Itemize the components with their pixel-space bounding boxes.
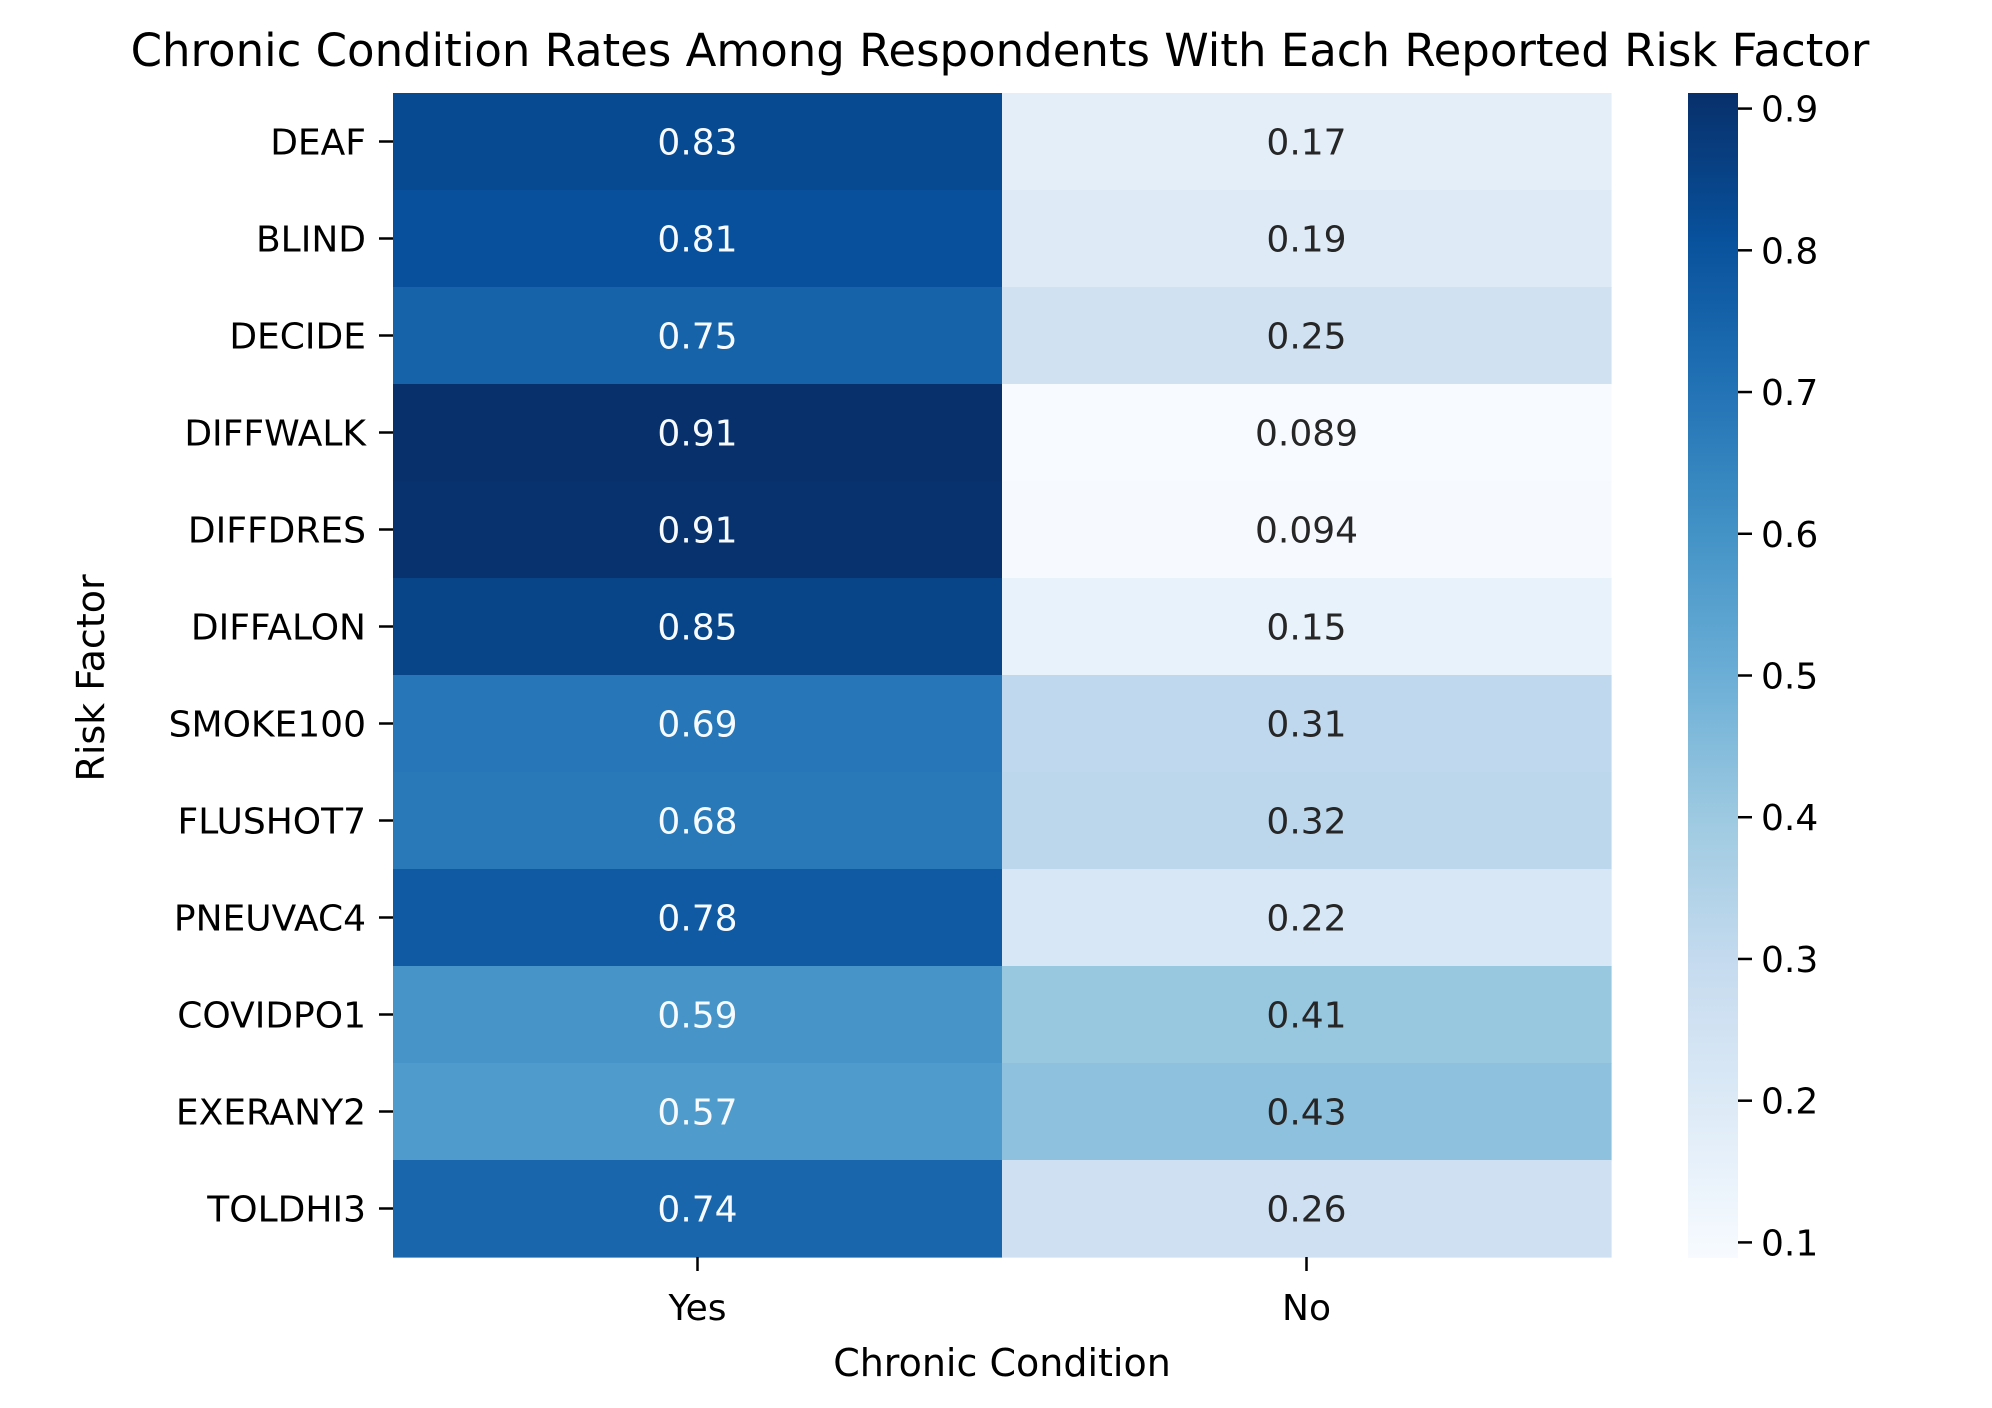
heatmap-cell: [1002, 966, 1612, 1064]
cell-value-label: 0.68: [657, 802, 737, 843]
x-axis-label: Chronic Condition: [833, 1341, 1171, 1385]
cell-value-label: 0.32: [1266, 802, 1346, 843]
y-tick-label: DEAF: [270, 123, 366, 164]
heatmap-cell: [1002, 287, 1612, 385]
colorbar-gradient: [1688, 93, 1738, 1258]
cell-value-label: 0.094: [1255, 511, 1358, 552]
colorbar-ticks: 0.1 0.2 0.3 0.4 0.5 0.6 0.7 0.8 0.9: [1738, 90, 1818, 1264]
cell-value-label: 0.83: [657, 123, 737, 164]
heatmap-cells: [393, 93, 1612, 1258]
heatmap-cell: [1002, 675, 1612, 773]
colorbar-tick-label: 0.9: [1761, 90, 1818, 131]
heatmap-cell: [393, 93, 1003, 191]
y-tick-label: DIFFALON: [191, 608, 366, 649]
y-tick-label: FLUSHOT7: [178, 802, 366, 843]
heatmap-cell: [393, 481, 1003, 579]
cell-value-label: 0.69: [657, 705, 737, 746]
cell-value-label: 0.31: [1266, 705, 1346, 746]
heatmap-cell: [393, 287, 1003, 385]
y-axis: DEAF BLIND DECIDE DIFFWALK DIFFDRES DIFFALON S…: [169, 123, 393, 1231]
cell-value-label: 0.22: [1266, 899, 1346, 940]
y-tick-label: COVIDPO1: [177, 996, 366, 1037]
cell-value-label: 0.43: [1266, 1093, 1346, 1134]
colorbar-tick-label: 0.6: [1761, 515, 1818, 556]
cell-value-label: 0.26: [1266, 1190, 1346, 1231]
heatmap-cell: [393, 869, 1003, 967]
x-tick-label: No: [1282, 1288, 1331, 1329]
cell-value-label: 0.78: [657, 899, 737, 940]
cell-value-label: 0.75: [657, 317, 737, 358]
chart-title: Chronic Condition Rates Among Respondent…: [131, 24, 1870, 77]
colorbar-tick-label: 0.2: [1761, 1082, 1818, 1123]
heatmap-cell: [1002, 869, 1612, 967]
y-tick-label: BLIND: [256, 220, 366, 261]
y-tick-label: SMOKE100: [169, 705, 366, 746]
heatmap-cell: [393, 384, 1003, 482]
heatmap-cell: [393, 966, 1003, 1064]
heatmap-cell: [393, 772, 1003, 870]
colorbar-tick-label: 0.7: [1761, 373, 1818, 414]
heatmap-cell: [1002, 578, 1612, 676]
cell-value-label: 0.19: [1266, 220, 1346, 261]
cell-value-label: 0.17: [1266, 123, 1346, 164]
heatmap-cell: [393, 1063, 1003, 1161]
cell-value-label: 0.59: [657, 996, 737, 1037]
heatmap-cell: [393, 578, 1003, 676]
y-axis-label: Risk Factor: [69, 574, 113, 782]
heatmap-cell: [1002, 190, 1612, 288]
cell-value-label: 0.91: [657, 414, 737, 455]
colorbar-tick-label: 0.5: [1761, 657, 1818, 698]
cell-value-label: 0.089: [1255, 414, 1358, 455]
x-axis: Yes No: [667, 1257, 1331, 1329]
heatmap-cell: [393, 1160, 1003, 1258]
heatmap-cell: [393, 190, 1003, 288]
colorbar-tick-label: 0.3: [1761, 940, 1818, 981]
cell-value-label: 0.74: [657, 1190, 737, 1231]
cell-value-label: 0.41: [1266, 996, 1346, 1037]
heatmap-cell: [1002, 1063, 1612, 1161]
cell-value-label: 0.91: [657, 511, 737, 552]
cell-value-label: 0.85: [657, 608, 737, 649]
cell-value-label: 0.57: [657, 1093, 737, 1134]
colorbar-tick-label: 0.4: [1761, 798, 1818, 839]
y-tick-label: DIFFDRES: [188, 511, 366, 552]
cell-value-label: 0.15: [1266, 608, 1346, 649]
y-tick-label: TOLDHI3: [206, 1190, 366, 1231]
heatmap-cell: [1002, 481, 1612, 579]
cell-value-label: 0.25: [1266, 317, 1346, 358]
heatmap-cell: [393, 675, 1003, 773]
colorbar: [1688, 93, 1738, 1258]
heatmap-cell: [1002, 93, 1612, 191]
y-tick-label: DECIDE: [229, 317, 366, 358]
y-tick-label: PNEUVAC4: [174, 899, 366, 940]
heatmap-cell: [1002, 1160, 1612, 1258]
heatmap-cell: [1002, 384, 1612, 482]
colorbar-tick-label: 0.8: [1761, 231, 1818, 272]
cell-value-label: 0.81: [657, 220, 737, 261]
y-tick-label: EXERANY2: [176, 1093, 366, 1134]
y-tick-label: DIFFWALK: [184, 414, 367, 455]
heatmap-cell: [1002, 772, 1612, 870]
heatmap-cell-labels: 0.83 0.17 0.81 0.19 0.75 0.25 0.91 0.089 0.91 0.0…: [657, 123, 1358, 1231]
x-tick-label: Yes: [667, 1288, 726, 1329]
colorbar-tick-label: 0.1: [1761, 1223, 1818, 1264]
